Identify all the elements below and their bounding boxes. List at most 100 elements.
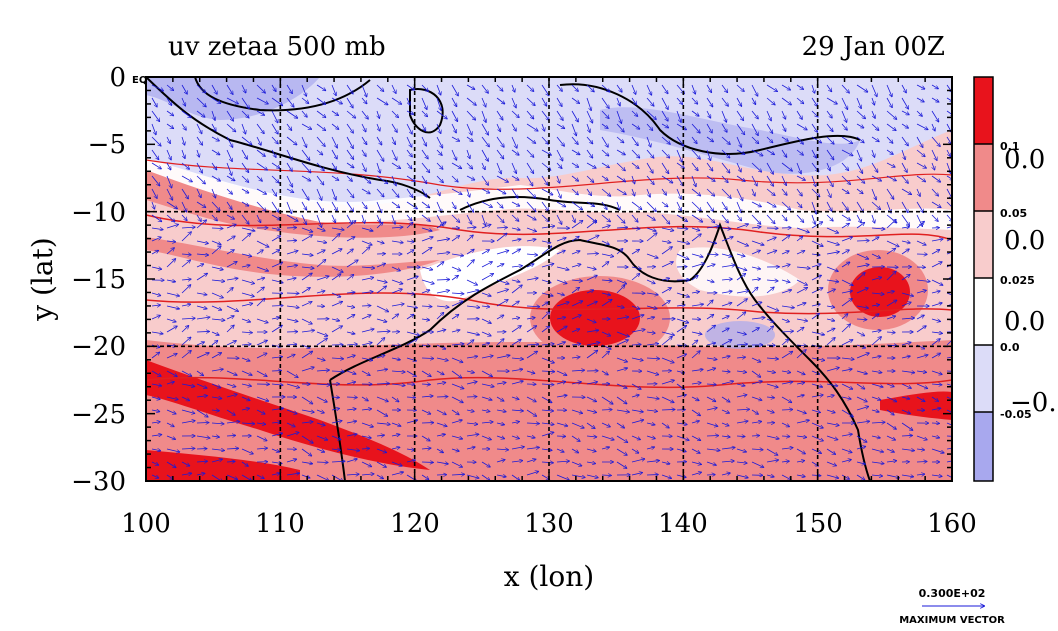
wind-vector [841, 262, 850, 268]
vector-legend-label: MAXIMUM VECTOR [899, 615, 1005, 626]
wind-vector [286, 278, 296, 280]
wind-vector [556, 123, 564, 128]
wind-vector [496, 188, 505, 194]
wind-vector [691, 201, 701, 211]
wind-vector [916, 149, 925, 156]
colorbar-bin [974, 211, 993, 278]
wind-vector [436, 110, 447, 119]
wind-vector [346, 149, 353, 159]
wind-vector [391, 241, 403, 243]
wind-vector [826, 240, 839, 245]
colorbar-label-small: 0.0 [1000, 341, 1020, 354]
wind-vector [451, 236, 459, 242]
wind-vector [586, 123, 590, 132]
wind-vector [451, 254, 463, 256]
wind-vector [601, 201, 607, 209]
wind-vector [451, 162, 461, 168]
wind-vector [661, 97, 668, 109]
wind-vector [226, 250, 234, 255]
y-top-suffix: EQ [132, 75, 147, 86]
wind-vector [571, 110, 578, 122]
wind-vector [721, 237, 733, 242]
wind-vector [361, 214, 365, 223]
wind-vector [197, 149, 199, 157]
wind-vector [526, 214, 536, 220]
wind-vector [316, 214, 322, 227]
wind-vector [856, 84, 867, 92]
wind-vector [376, 136, 382, 145]
wind-vector [736, 97, 741, 106]
wind-vector [181, 254, 191, 255]
wind-vector [256, 110, 264, 115]
y-tick-label: −10 [71, 198, 126, 228]
y-tick-label: −5 [88, 130, 126, 160]
wind-vector [421, 188, 427, 197]
wind-vector [826, 110, 832, 118]
wind-vector [736, 188, 743, 200]
wind-vector [511, 110, 519, 117]
wind-vector [706, 254, 718, 255]
wind-vector [151, 267, 161, 269]
colorbar-bin [974, 144, 993, 211]
wind-vector [871, 237, 879, 242]
wind-vector [811, 214, 815, 224]
wind-vector [751, 110, 758, 119]
wind-vector [526, 264, 534, 268]
wind-vector [316, 250, 325, 255]
wind-vector [676, 201, 681, 211]
wind-vector [331, 136, 337, 148]
wind-vector [826, 175, 833, 186]
wind-vector [586, 267, 596, 269]
wind-vector [691, 234, 701, 242]
wind-vector [271, 136, 278, 144]
wind-vector [511, 97, 516, 108]
wind-vector [361, 123, 366, 132]
wind-vector [796, 110, 802, 119]
wind-vector [616, 97, 620, 106]
wind-vector [811, 84, 815, 93]
wind-vector [736, 110, 743, 120]
wind-vector [496, 175, 508, 182]
wind-vector [676, 228, 687, 229]
wind-vector [901, 97, 908, 109]
wind-vector [871, 228, 884, 229]
wind-vector [931, 214, 938, 221]
wind-vector [496, 251, 508, 255]
wind-vector [931, 250, 939, 255]
wind-vector [646, 233, 657, 242]
wind-vector [346, 249, 353, 255]
wind-vector [661, 175, 673, 183]
wind-vector [541, 136, 548, 144]
wind-vector [541, 264, 554, 268]
wind-vector [166, 241, 175, 242]
wind-vector [226, 461, 235, 462]
wind-vector [361, 110, 368, 119]
wind-vector [346, 237, 355, 242]
wind-vector [166, 280, 175, 282]
wind-vector [211, 149, 220, 155]
wind-vector [241, 201, 249, 206]
wind-vector [271, 97, 282, 105]
wind-vector [856, 110, 865, 118]
wind-vector [211, 162, 217, 170]
wind-vector [316, 123, 325, 130]
wind-vector [496, 233, 507, 242]
wind-vector [151, 188, 157, 198]
wind-vector [631, 228, 640, 229]
wind-vector [571, 188, 578, 195]
wind-vector [331, 214, 335, 222]
x-tick-label: 160 [927, 509, 977, 539]
wind-vector [616, 201, 620, 209]
wind-vector [481, 162, 485, 169]
wind-vector [271, 110, 278, 122]
wind-vector [511, 123, 516, 131]
wind-vector [466, 188, 470, 197]
wind-vector [871, 175, 881, 181]
wind-vector [736, 84, 744, 91]
wind-vector [601, 188, 610, 196]
wind-vector [811, 188, 820, 197]
vorticity-field [146, 77, 952, 481]
wind-vector [481, 123, 488, 135]
wind-vector [256, 266, 268, 271]
